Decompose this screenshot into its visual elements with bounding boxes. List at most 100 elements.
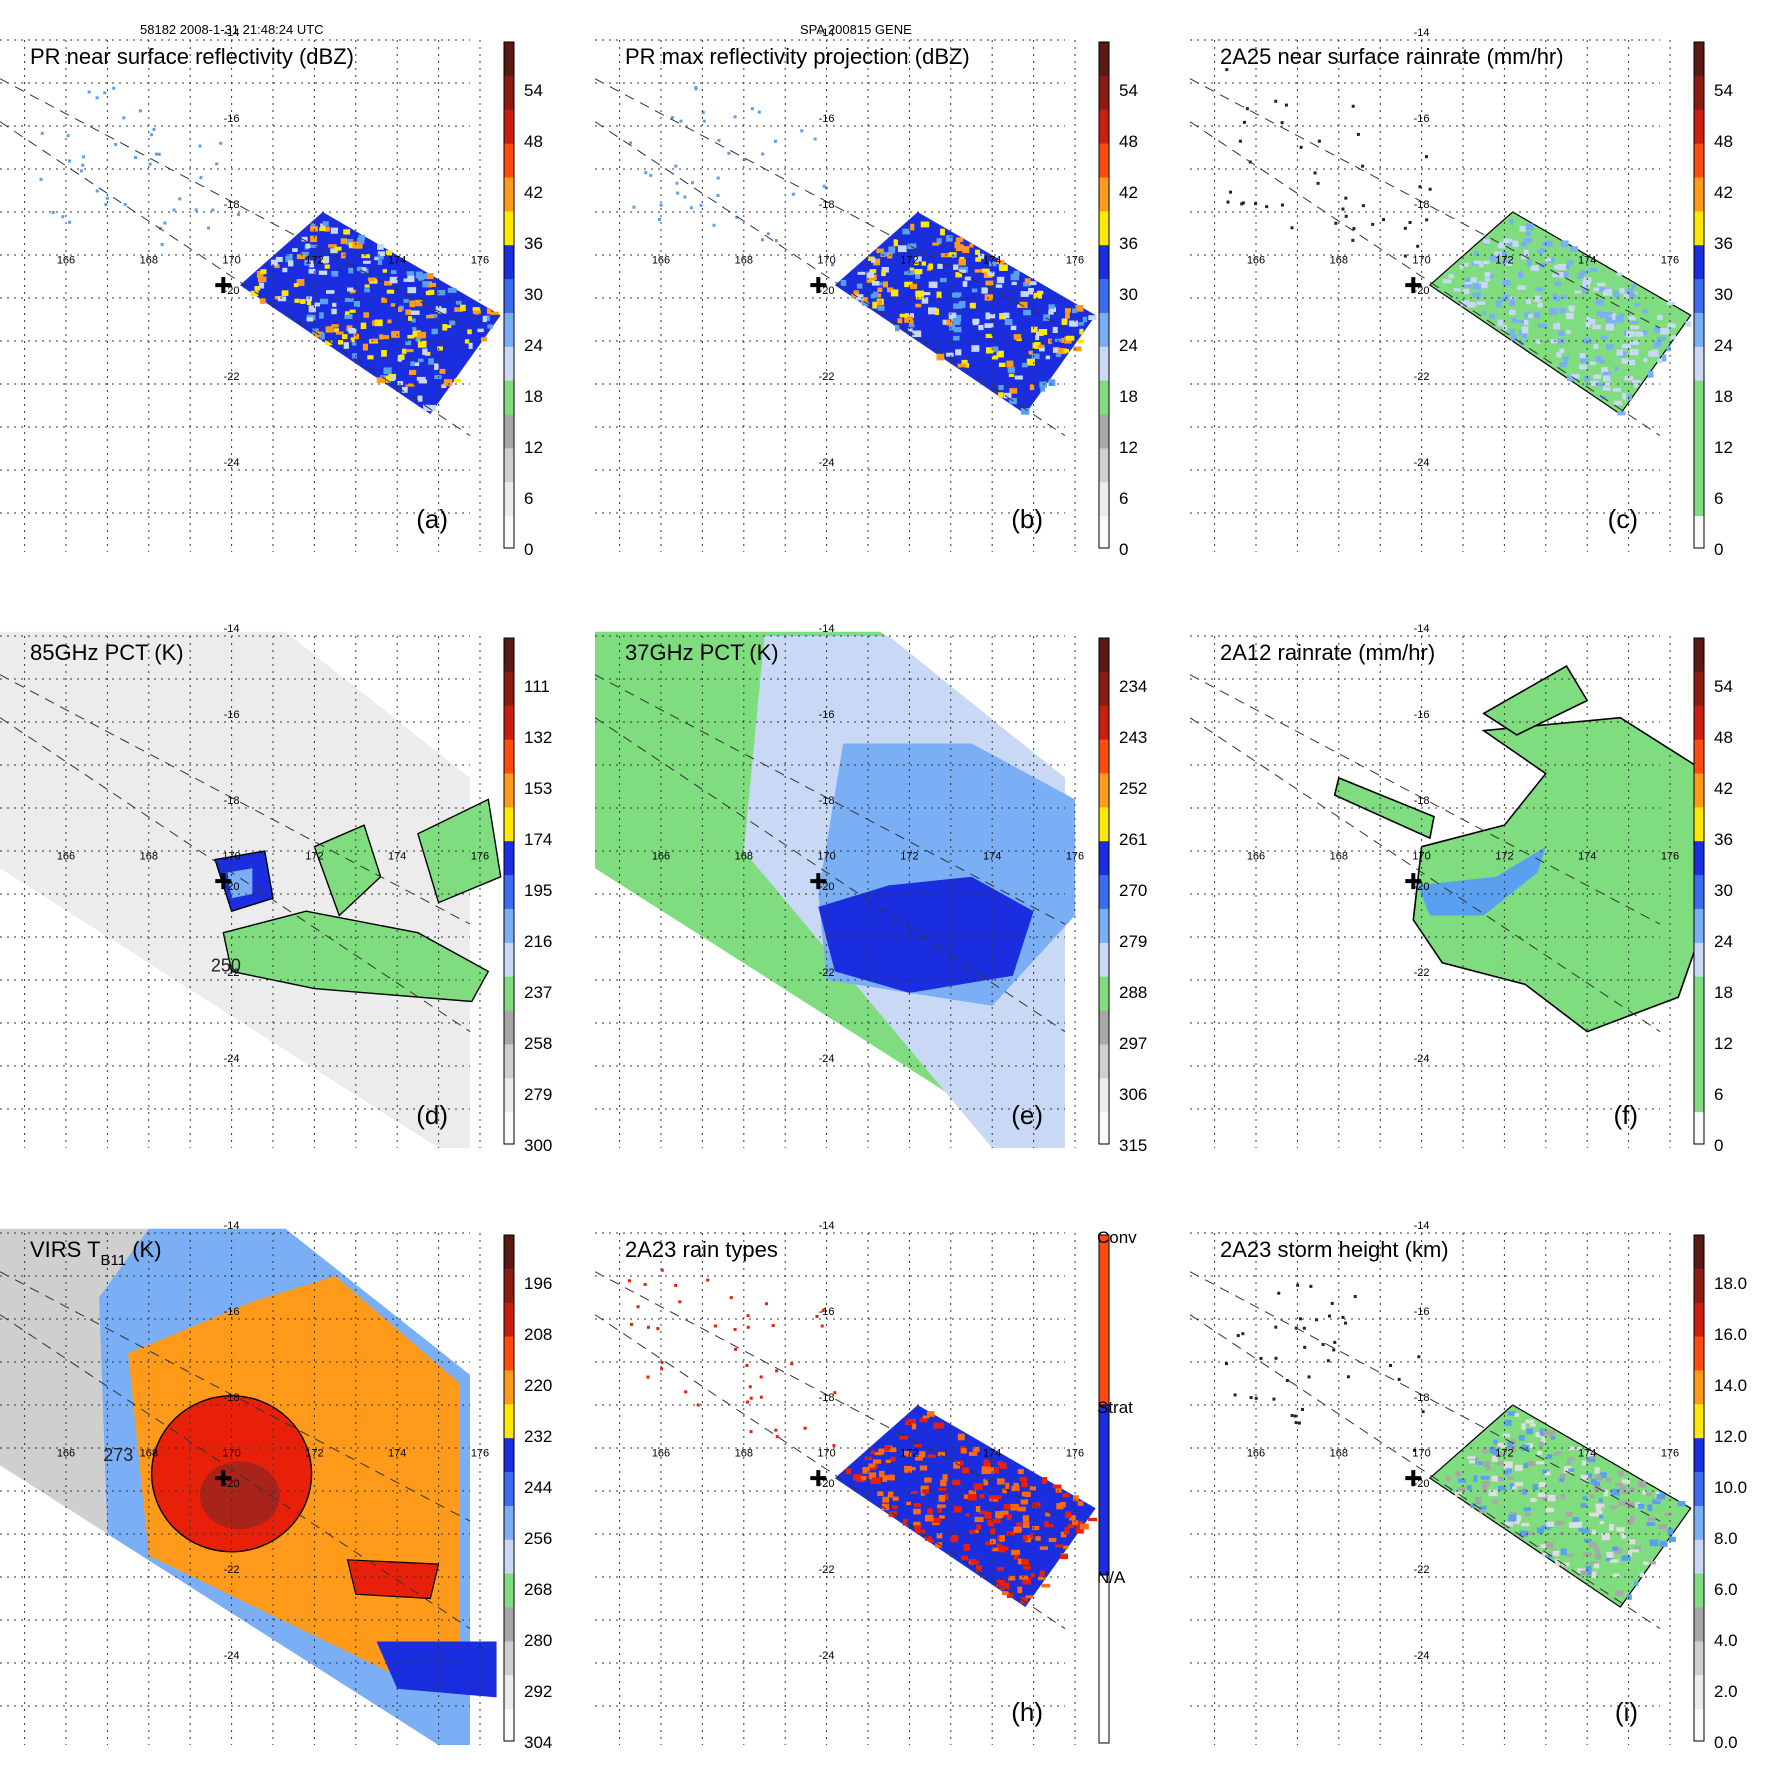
pr-pixel bbox=[1442, 279, 1452, 284]
pr-pixel bbox=[95, 189, 99, 193]
lat-lon-grid bbox=[0, 1232, 481, 1745]
colorbar-frame bbox=[1098, 637, 1110, 1145]
storm-center-icon bbox=[1405, 277, 1422, 294]
colorbar-segment bbox=[1694, 1607, 1704, 1642]
pr-swath-edges bbox=[0, 674, 471, 1033]
pr-pixel bbox=[1280, 121, 1284, 125]
pr-pixel bbox=[1523, 238, 1533, 244]
pr-pixel bbox=[1584, 1538, 1592, 1543]
pr-pixel bbox=[1626, 288, 1634, 295]
colorbar-label: 270 bbox=[1119, 881, 1147, 900]
panel-title: PR max reflectivity projection (dBZ) bbox=[625, 44, 970, 69]
colorbar-segment bbox=[1694, 841, 1704, 876]
lon-tick-label: 166 bbox=[57, 851, 75, 863]
pr-pixel bbox=[1001, 1512, 1006, 1518]
pr-pixel bbox=[319, 227, 326, 232]
pr-pixel bbox=[1629, 348, 1639, 356]
lon-tick-label: 172 bbox=[900, 851, 918, 863]
pr-pixel bbox=[1038, 1576, 1046, 1581]
pr-pixel bbox=[656, 1327, 660, 1331]
pr-pixel bbox=[1024, 278, 1031, 284]
pr-pixel bbox=[405, 340, 412, 346]
colorbar-segment bbox=[504, 942, 514, 978]
pr-pixel bbox=[409, 369, 417, 376]
pr-pixel bbox=[678, 1300, 682, 1304]
pr-pixel bbox=[1497, 1461, 1506, 1466]
pr-pixel bbox=[939, 1515, 945, 1519]
pr-pixel bbox=[1302, 1326, 1306, 1330]
pr-pixel bbox=[1021, 362, 1028, 368]
pr-pixel bbox=[385, 376, 391, 383]
colorbar-segment bbox=[1694, 211, 1704, 246]
pr-pixel bbox=[905, 313, 915, 318]
pr-pixel bbox=[984, 1511, 992, 1519]
colorbar-segment bbox=[1099, 841, 1109, 876]
panel-title: 2A23 storm height (km) bbox=[1220, 1237, 1449, 1262]
pr-pixel bbox=[1628, 293, 1636, 299]
pr-pixel bbox=[1469, 1459, 1476, 1464]
lon-tick-label: 172 bbox=[1495, 851, 1513, 863]
lat-tick-label: -22 bbox=[224, 967, 240, 979]
pr-pixel bbox=[79, 169, 83, 173]
pr-pixel bbox=[39, 177, 43, 181]
pr-pixel bbox=[908, 270, 914, 276]
pr-pixel bbox=[1596, 310, 1603, 316]
pr-pixel bbox=[1488, 1489, 1498, 1497]
pr-pixel bbox=[418, 358, 424, 363]
pr-pixel bbox=[1032, 1526, 1040, 1531]
colorbar-label: 279 bbox=[1119, 932, 1147, 951]
pr-pixel bbox=[925, 1514, 934, 1522]
pr-pixel bbox=[347, 287, 354, 292]
pr-pixel bbox=[907, 1418, 916, 1423]
swath-edge bbox=[0, 78, 471, 329]
pr-pixel bbox=[1294, 1421, 1298, 1425]
pr-pixel bbox=[1011, 1549, 1020, 1556]
lat-lon-grid bbox=[1190, 635, 1671, 1148]
pr-pixel bbox=[1510, 334, 1518, 342]
pr-pixel bbox=[1561, 1562, 1570, 1567]
colorbar-segment bbox=[1694, 1472, 1704, 1507]
pr-pixel bbox=[1616, 1527, 1625, 1532]
pr-pixel bbox=[1010, 325, 1017, 331]
pr-pixel bbox=[701, 111, 705, 115]
pr-pixel bbox=[1560, 1473, 1566, 1480]
pr-pixel bbox=[95, 96, 99, 100]
pr-pixel bbox=[869, 1472, 877, 1480]
lon-tick-label: 166 bbox=[1247, 255, 1265, 267]
pr-pixel bbox=[938, 1494, 946, 1502]
pr-pixel bbox=[660, 1367, 664, 1371]
pr-pixel bbox=[1002, 1546, 1009, 1551]
pr-pixel bbox=[405, 309, 412, 315]
pr-pixel bbox=[717, 138, 721, 142]
colorbar-segment bbox=[1099, 482, 1109, 517]
pr-swath-edges bbox=[594, 674, 1066, 1033]
pr-pixel bbox=[878, 1448, 885, 1455]
pr-pixel bbox=[996, 1566, 1004, 1571]
pr-pixel bbox=[706, 1278, 710, 1282]
colorbar-label: 252 bbox=[1119, 779, 1147, 798]
lat-tick-label: -24 bbox=[1414, 1053, 1430, 1065]
pr-pixel bbox=[1033, 292, 1042, 299]
pr-pixel bbox=[1546, 1454, 1553, 1459]
pr-pixel bbox=[893, 239, 899, 247]
pr-pixel bbox=[428, 282, 437, 287]
pr-pixel bbox=[1014, 1553, 1019, 1560]
pr-pixel bbox=[1530, 265, 1539, 271]
pr-pixel bbox=[1529, 1423, 1536, 1427]
pr-pixel bbox=[1517, 285, 1526, 290]
colorbar-label: 220 bbox=[524, 1376, 552, 1395]
pr-pixel bbox=[963, 1544, 970, 1551]
pr-pixel bbox=[415, 337, 422, 342]
pr-pixel bbox=[953, 264, 959, 270]
pr-pixel bbox=[775, 1369, 779, 1373]
pr-pixel bbox=[733, 115, 737, 119]
colorbar-label: 18 bbox=[1714, 983, 1733, 1002]
pr-pixel bbox=[953, 292, 962, 297]
pr-pixel bbox=[1489, 1446, 1496, 1454]
pr-pixel bbox=[861, 297, 869, 304]
pr-pixel bbox=[1583, 277, 1592, 284]
pr-pixel bbox=[921, 261, 927, 266]
pr-pixel bbox=[426, 315, 435, 319]
pr-pixel bbox=[148, 162, 152, 166]
pr-pixel bbox=[861, 1475, 867, 1481]
